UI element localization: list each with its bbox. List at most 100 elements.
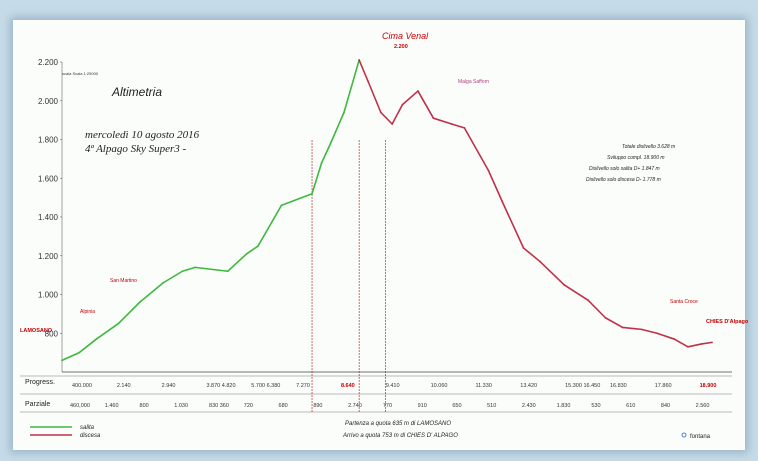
- parziale-value: 800: [140, 403, 149, 409]
- end-label: CHIES D'Alpago: [706, 319, 749, 325]
- progress-value: 17.860: [655, 383, 672, 389]
- progress-value: 2.140: [117, 383, 131, 389]
- data-point: [311, 192, 313, 195]
- y-tick-label: 1.200: [38, 252, 59, 261]
- progress-value: 5.700 6.380: [251, 383, 280, 389]
- subtitle-line1: mercoledì 10 agosto 2016: [85, 129, 200, 141]
- data-point: [501, 200, 504, 203]
- data-point: [226, 270, 229, 273]
- parziale-value: 510: [487, 403, 496, 409]
- data-point: [401, 103, 404, 106]
- parziale-value: 2.430: [522, 403, 536, 409]
- data-point: [138, 301, 141, 304]
- data-point: [78, 351, 81, 354]
- waypoint-label: Alpinia: [80, 309, 95, 315]
- y-tick-label: 1.600: [38, 174, 59, 183]
- scale-note: scala Scala 1:25000: [62, 71, 99, 76]
- chart-paper: [13, 20, 745, 450]
- progress-value: 2.940: [162, 383, 176, 389]
- footer-line2: Arrivo a quota 753 m di CHIES D' ALPAGO: [342, 433, 458, 439]
- y-tick-label: 1.800: [38, 136, 59, 145]
- progress-value: 3.870 4.820: [206, 383, 235, 389]
- parziale-value: 720: [244, 403, 253, 409]
- y-tick-label: 1.400: [38, 213, 59, 222]
- subtitle-line2: 4ª Alpago Sky Super3 -: [85, 143, 187, 155]
- progress-value: 18.900: [700, 383, 717, 389]
- peak-value: 2.200: [394, 44, 408, 50]
- data-point: [640, 328, 643, 331]
- parziale-value: 1.460: [105, 403, 119, 409]
- fontana-icon: [681, 432, 687, 438]
- data-point: [320, 161, 323, 164]
- parziale-row-label: Parziale: [25, 401, 50, 408]
- y-tick-label: 1.000: [38, 291, 59, 300]
- parziale-value: 680: [279, 403, 288, 409]
- data-point: [656, 332, 658, 335]
- waypoint-label: Malga Safforn: [458, 79, 489, 85]
- parziale-value: 840: [661, 403, 670, 409]
- y-tick-label: 800: [45, 329, 59, 338]
- data-point: [280, 204, 283, 207]
- data-point: [245, 252, 248, 255]
- stat-2: Sviluppo compl. 18.900 m: [607, 155, 665, 161]
- footer-line1: Partenza a quota 635 m di LAMOSANO: [345, 421, 451, 427]
- data-point: [711, 341, 713, 344]
- parziale-value: 530: [591, 403, 600, 409]
- data-point: [432, 117, 435, 120]
- data-point: [358, 59, 361, 61]
- data-point: [329, 142, 332, 145]
- parziale-value: 2.560: [696, 403, 710, 409]
- progress-value: 7.270: [296, 383, 310, 389]
- parziale-value: 2.740: [348, 403, 362, 409]
- data-point: [563, 283, 566, 286]
- progress-value: 11.330: [475, 383, 491, 389]
- data-point: [417, 90, 419, 92]
- data-point: [379, 111, 382, 114]
- legend-label-discesa: discesa: [80, 433, 101, 439]
- data-point: [391, 123, 394, 125]
- waypoint-label: San Martino: [110, 278, 137, 284]
- parziale-value: 910: [418, 403, 427, 409]
- parziale-value: 460,000: [70, 403, 90, 409]
- data-point: [587, 299, 590, 302]
- data-point: [95, 338, 98, 340]
- data-point: [539, 260, 541, 263]
- data-point: [367, 80, 369, 83]
- data-point: [673, 338, 676, 340]
- series-line-discesa: [358, 59, 713, 348]
- data-point: [700, 343, 703, 345]
- data-point: [522, 247, 525, 249]
- progress-value: 8.640: [341, 383, 355, 389]
- progress-value: 9.410: [386, 383, 400, 389]
- stat-4: Dislivello solo discesa D- 1.778 m: [586, 177, 661, 183]
- y-tick-label: 2.200: [38, 58, 59, 67]
- chart-title: Altimetria: [111, 85, 162, 99]
- stat-3: Dislivello solo salita D+ 1.847 m: [589, 166, 660, 172]
- progress-value: 16.830: [610, 383, 627, 389]
- progress-row-label: Progress.: [25, 379, 55, 386]
- data-point: [117, 322, 120, 325]
- data-point: [162, 281, 165, 284]
- parziale-value: 1.030: [174, 403, 188, 409]
- parziale-value: 650: [452, 403, 461, 409]
- data-point: [257, 245, 259, 247]
- data-point: [621, 326, 624, 329]
- data-point: [604, 316, 607, 319]
- peak-label: Cima Venal: [382, 31, 429, 41]
- y-tick-label: 2.000: [38, 97, 59, 106]
- data-point: [343, 111, 345, 114]
- data-point: [687, 345, 689, 348]
- data-point: [61, 359, 63, 362]
- data-point: [463, 126, 466, 129]
- progress-value: 10.060: [431, 383, 448, 389]
- progress-value: 400.000: [72, 383, 92, 389]
- parziale-value: 890: [313, 403, 322, 409]
- progress-value: 15.300 16.450: [565, 383, 600, 389]
- waypoint-label: Santa Croce: [670, 299, 698, 305]
- data-point: [450, 123, 453, 125]
- parziale-value: 770: [383, 403, 392, 409]
- series-line-salita: [61, 59, 360, 362]
- parziale-value: 610: [626, 403, 635, 409]
